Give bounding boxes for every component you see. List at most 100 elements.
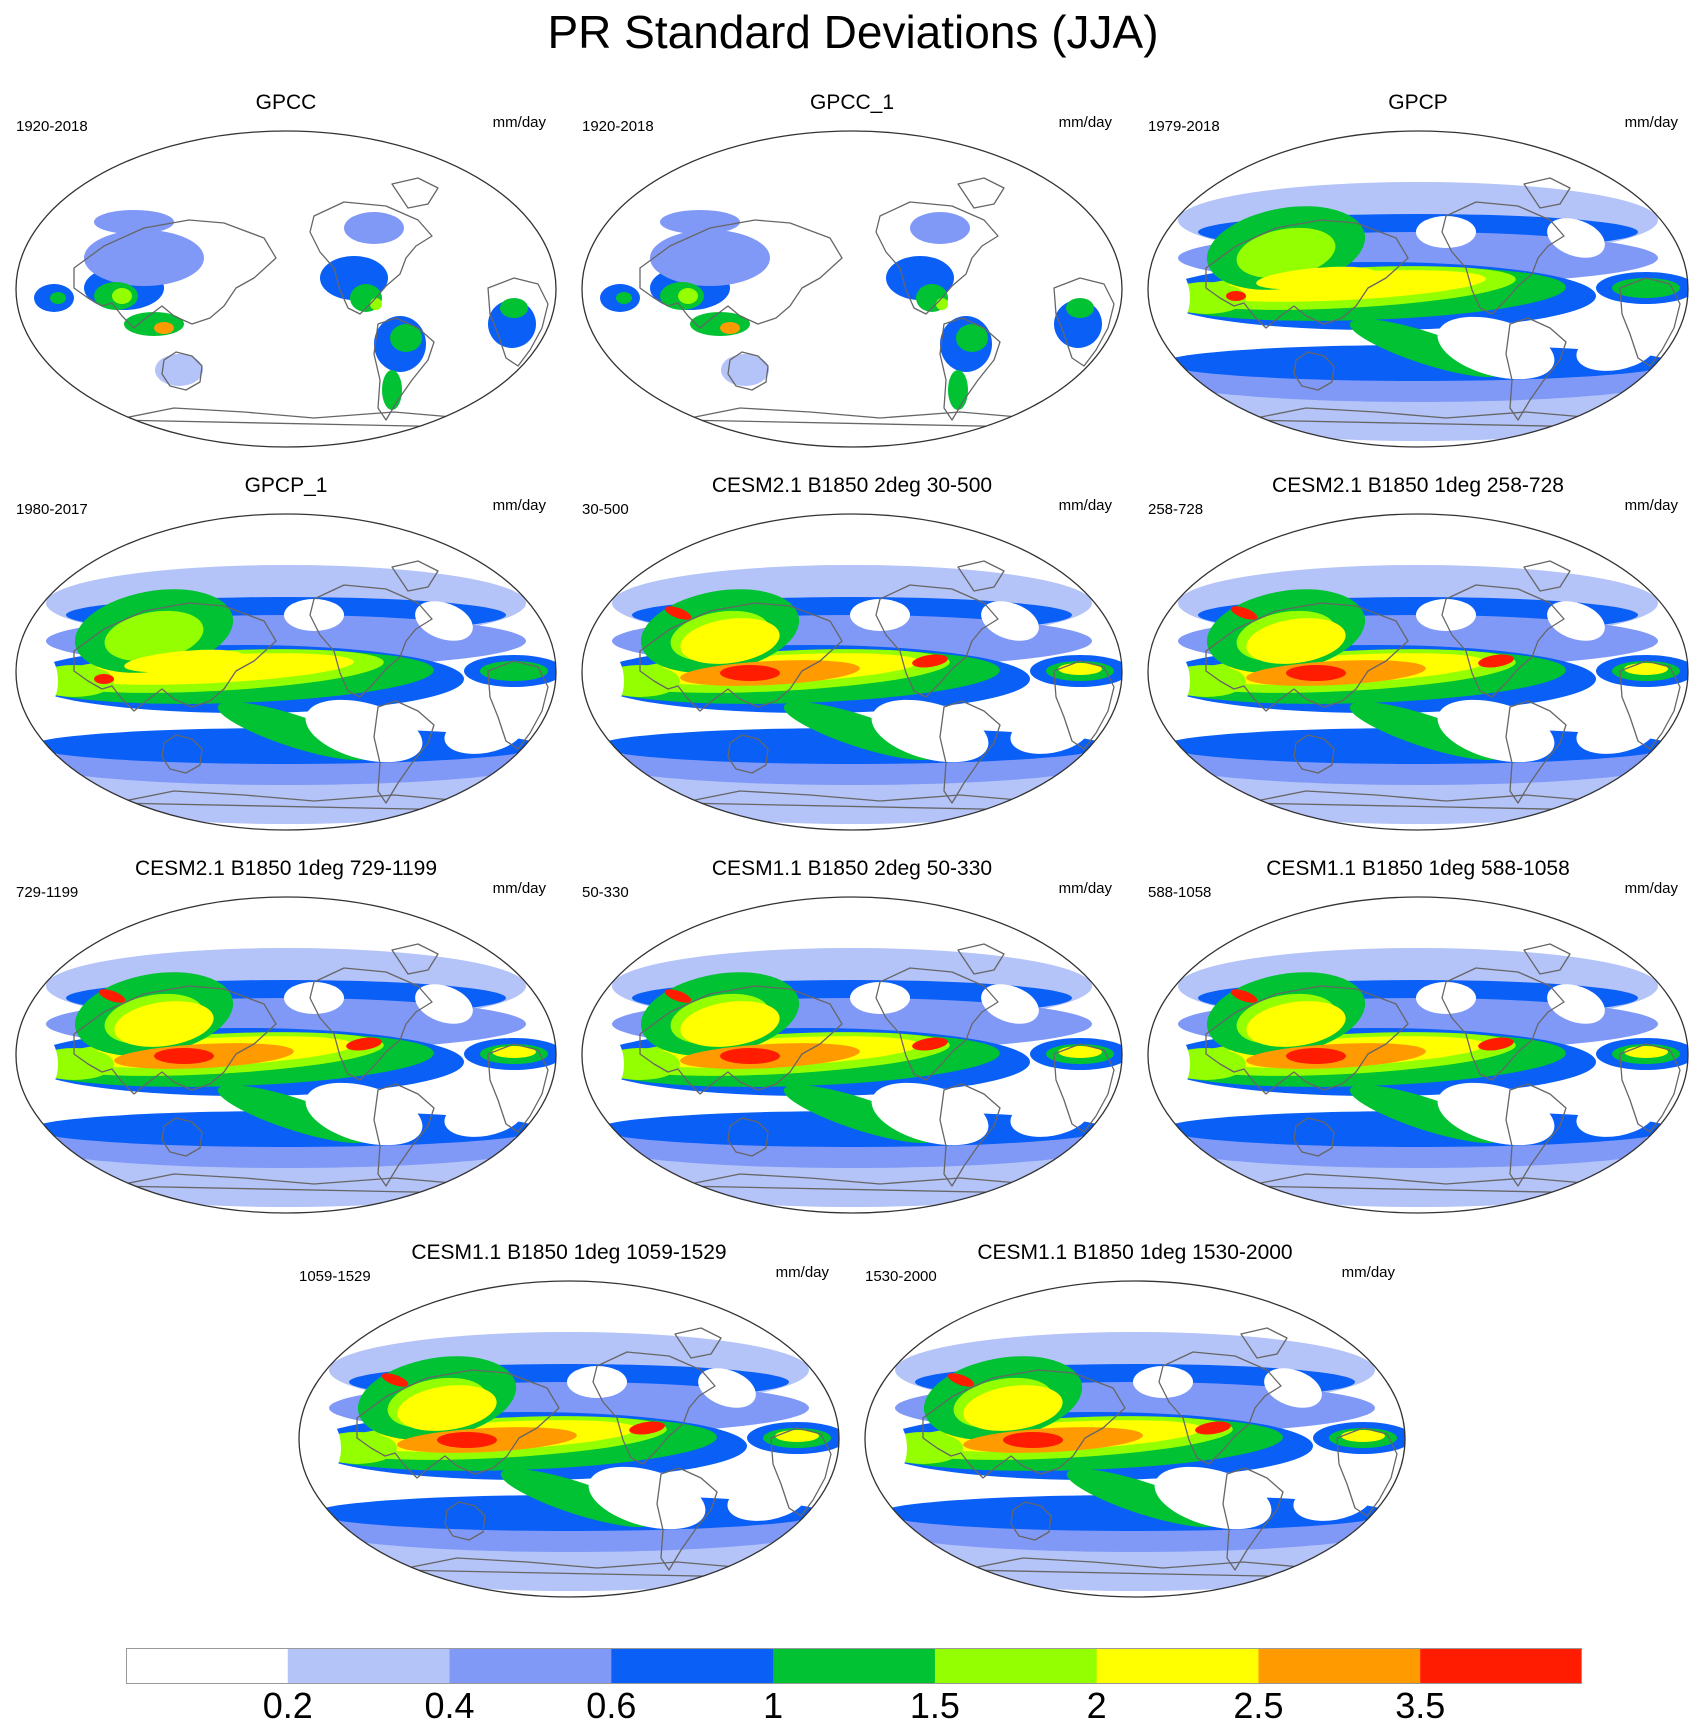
colorbar-segment [1420,1648,1582,1684]
precip-contour [963,1385,1063,1431]
precip-contour [1154,1466,1272,1530]
coastline [1293,1117,1335,1157]
coastline [1336,1427,1398,1517]
coastline [1523,943,1571,975]
precip-contour [664,606,692,620]
coastline [1053,277,1115,367]
coastline [391,560,439,592]
precip-contour [981,984,1039,1024]
precip-contour [1236,227,1336,279]
coastline [373,1083,435,1187]
precip-contour [588,1034,624,1094]
precip-contour [721,354,769,386]
precip-contour [370,298,382,310]
colorbar-tick-label: 3.5 [1395,1685,1446,1726]
panel-units: mm/day [1624,880,1678,897]
panel-units: mm/day [492,497,546,514]
map-panel: CESM2.1 B1850 2deg 30-500 30-500 mm/day [574,473,1130,833]
panel-title: CESM1.1 B1850 1deg 588-1058 [1266,857,1570,880]
coastline [1205,219,1409,329]
coastline [939,700,1001,804]
precip-contour [1154,268,1190,328]
precip-contour [1003,1432,1063,1448]
precip-contour [1478,654,1514,668]
precip-contour [1230,989,1258,1003]
map-panel: GPCP 1979-2018 mm/day [1140,90,1696,450]
precip-contour [415,984,473,1024]
precip-contour [284,982,344,1014]
map-border [581,896,1123,1214]
panel-units: mm/day [492,114,546,131]
precip-contour [1230,606,1258,620]
map-border [298,1280,840,1598]
panel-units: mm/day [492,880,546,897]
map-panel: GPCP_1 1980-2017 mm/day [8,473,564,833]
world-map [1147,130,1689,448]
precip-contour [1286,665,1346,681]
coastline [656,1467,718,1571]
precip-contour [397,1385,497,1431]
precip-contour [1437,1082,1555,1146]
precip-contour [680,618,780,664]
precip-contour [1293,1479,1373,1521]
panel-units: mm/day [1624,114,1678,131]
precip-contour [690,312,750,336]
precip-contour [50,292,66,304]
precip-contour [112,288,132,304]
coastline [770,1427,832,1517]
precip-contour [775,1430,819,1442]
coastline [727,1117,769,1157]
coastline [939,1083,1001,1187]
precip-contour [664,989,692,1003]
colorbar-tick-label: 2 [1086,1685,1107,1726]
coastline [309,967,433,1081]
precip-contour [1547,601,1605,641]
coastline [939,317,1001,421]
colorbar-segment [449,1648,612,1684]
panel-period: 1979-2018 [1148,118,1220,135]
precip-contour [1246,1001,1346,1047]
map-panel: CESM2.1 B1850 1deg 258-728 258-728 mm/da… [1140,473,1696,833]
precip-contour [1576,329,1656,371]
precip-contour [305,1418,341,1478]
precip-contour [1256,266,1376,290]
figure-title: PR Standard Deviations (JJA) [547,6,1159,58]
precip-contour [912,654,948,668]
panel-title: GPCC [255,91,317,114]
coastline [674,1327,722,1359]
panel-period: 729-1199 [16,884,79,901]
colorbar-segment [773,1648,936,1684]
coastline [1293,351,1335,391]
precip-contour [415,601,473,641]
precip-contour [114,1001,214,1047]
coastline [1441,584,1565,698]
precip-contour [1341,1430,1385,1442]
coastline [487,1043,549,1133]
coastline [639,602,843,712]
coastline [391,943,439,975]
precip-contour [660,210,740,234]
coastline [922,1369,1126,1479]
precip-contour [124,312,184,336]
precip-contour [480,661,548,681]
coastline [639,985,843,1095]
precip-contour [871,699,989,763]
precip-contour [567,1366,627,1398]
precip-contour [344,212,404,244]
coastline [487,277,549,367]
map-border [581,130,1123,448]
precip-contour [1195,1421,1231,1435]
panel-title: CESM2.1 B1850 1deg 729-1199 [135,857,437,880]
precip-contour [1058,663,1102,675]
precip-contour [84,230,204,286]
panel-title: CESM1.1 B1850 1deg 1059-1529 [411,1241,727,1264]
precip-contour [390,324,422,352]
precip-contour [650,230,770,286]
coastline [73,602,277,712]
colorbar-tick-label: 0.6 [586,1685,637,1726]
precip-contour [346,1037,382,1051]
precip-contour [956,324,988,352]
precip-contour [1547,984,1605,1024]
panel-period: 1920-2018 [582,118,654,135]
world-map [581,896,1123,1214]
